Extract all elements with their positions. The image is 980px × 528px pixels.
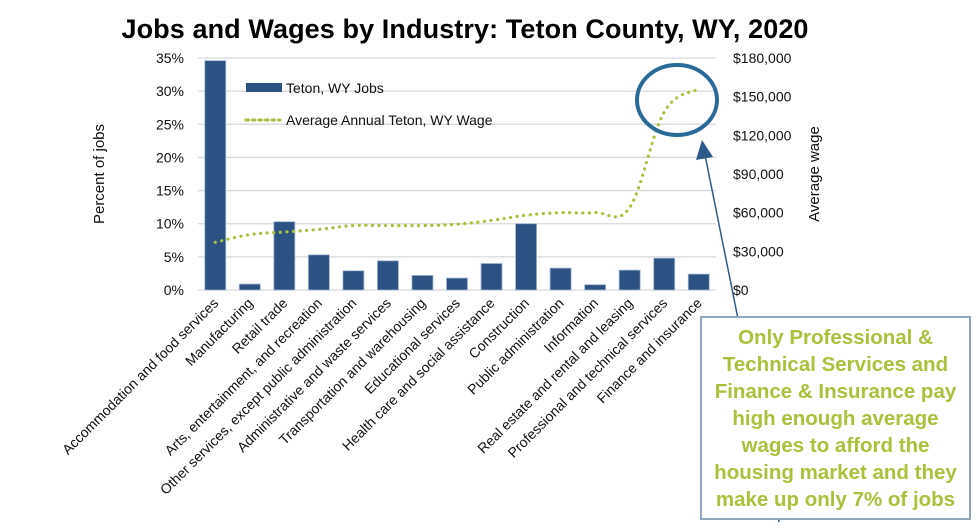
- left-tick-label: 0%: [164, 282, 184, 298]
- right-tick-label: $60,000: [733, 205, 784, 221]
- bar-12: [618, 269, 641, 291]
- bar-8: [480, 263, 503, 291]
- wage-line-path: [213, 87, 701, 244]
- bar-3: [307, 254, 330, 291]
- bar-1: [238, 283, 261, 291]
- legend: Teton, WY Jobs Average Annual Teton, WY …: [244, 80, 493, 128]
- callout-text: Only Professional & Technical Services a…: [714, 325, 957, 511]
- chart-title: Jobs and Wages by Industry: Teton County…: [121, 14, 809, 44]
- category-labels: Accommodation and food servicesManufactu…: [59, 295, 705, 498]
- right-tick-label: $150,000: [733, 89, 792, 105]
- legend-swatch-jobs: [246, 83, 282, 92]
- bar-9: [515, 223, 537, 291]
- bar-2: [273, 221, 296, 291]
- bar-10: [549, 267, 572, 291]
- bar-7: [446, 277, 468, 291]
- left-tick-label: 20%: [156, 149, 184, 165]
- left-tick-label: 15%: [156, 183, 184, 199]
- legend-label-wage: Average Annual Teton, WY Wage: [286, 112, 493, 128]
- jobs-bars: [204, 60, 710, 291]
- bar-4: [342, 270, 365, 291]
- left-tick-label: 25%: [156, 116, 184, 132]
- left-tick-label: 10%: [156, 216, 184, 232]
- callout-box: Only Professional & Technical Services a…: [700, 316, 971, 520]
- bar-0: [204, 60, 227, 291]
- right-tick-label: $0: [733, 282, 749, 298]
- right-axis-ticks: $0 $30,000 $60,000 $90,000 $120,000 $150,000 $…: [733, 50, 792, 298]
- right-tick-label: $90,000: [733, 166, 784, 182]
- highlight-circle: [635, 63, 719, 137]
- bar-6: [411, 275, 434, 291]
- left-axis-ticks: 0% 5% 10% 15% 20% 25% 30% 35%: [156, 50, 184, 298]
- left-tick-label: 35%: [156, 50, 184, 66]
- bar-14: [687, 273, 710, 291]
- left-tick-label: 5%: [164, 249, 184, 265]
- wage-line: [213, 87, 701, 244]
- right-tick-label: $180,000: [733, 50, 792, 66]
- bar-11: [584, 284, 607, 291]
- bar-13: [653, 257, 676, 291]
- left-axis-title: Percent of jobs: [91, 124, 108, 224]
- left-tick-label: 30%: [156, 83, 184, 99]
- right-axis-title: Average wage: [806, 126, 823, 222]
- legend-label-jobs: Teton, WY Jobs: [286, 80, 384, 96]
- right-tick-label: $30,000: [733, 243, 784, 259]
- right-tick-label: $120,000: [733, 127, 792, 143]
- bar-5: [377, 260, 399, 291]
